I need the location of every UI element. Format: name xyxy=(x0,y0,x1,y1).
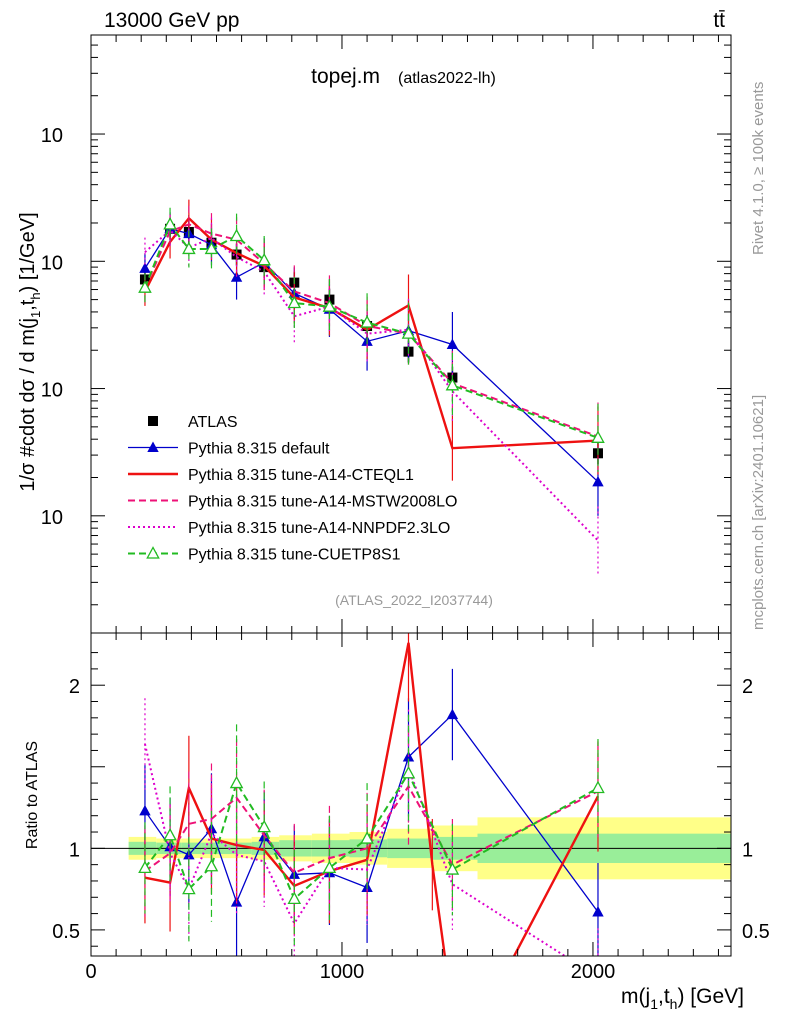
series-line-nnpdf xyxy=(144,229,599,542)
legend-label-cuetp: Pythia 8.315 tune-CUETP8S1 xyxy=(188,547,401,564)
legend-entry-cteql1: Pythia 8.315 tune-A14-CTEQL1 xyxy=(128,467,414,484)
legend-label-mstw: Pythia 8.315 tune-A14-MSTW2008LO xyxy=(188,494,457,511)
marker-cuetp xyxy=(322,299,337,312)
ratio-y-tick-label-left: 1 xyxy=(69,839,80,861)
legend: ATLAS Pythia 8.315 default Pythia 8.315 tu… xyxy=(128,414,457,564)
marker-cuetp xyxy=(401,326,416,339)
ratio-marker-default xyxy=(592,905,604,917)
marker-cuetp xyxy=(257,252,271,266)
ratio-marker-cuetp xyxy=(591,780,605,794)
legend-label-cteql1: Pythia 8.315 tune-A14-CTEQL1 xyxy=(188,467,414,484)
marker-cuetp xyxy=(591,430,605,443)
legend-entry-nnpdf: Pythia 8.315 tune-A14-NNPDF2.3LO xyxy=(128,520,450,537)
reference-label: (ATLAS_2022_I2037744) xyxy=(335,592,493,608)
main-series xyxy=(138,199,605,575)
ratio-marker-cuetp xyxy=(401,765,416,779)
ratio-y-axis-label: Ratio to ATLAS xyxy=(24,741,41,849)
marker-cuetp xyxy=(204,241,219,255)
ratio-series-mstw xyxy=(144,727,599,922)
ratio-marker-cuetp xyxy=(229,775,244,789)
legend-label-default: Pythia 8.315 default xyxy=(188,441,330,458)
marker-cuetp xyxy=(445,377,460,391)
ratio-line-cteql1 xyxy=(144,642,600,956)
legend-entry-cuetp: Pythia 8.315 tune-CUETP8S1 xyxy=(128,546,401,564)
ratio-series xyxy=(138,633,605,956)
ratio-marker-cuetp xyxy=(138,860,152,874)
rivet-version-label: Rivet 4.1.0, ≥ 100k events xyxy=(750,82,767,255)
ratio-line-default xyxy=(144,713,599,913)
main-y-tick-label: 10 xyxy=(41,507,63,529)
mcplots-source-label: mcplots.cern.ch [arXiv:2401.10621] xyxy=(750,395,767,630)
legend-marker-default xyxy=(147,441,159,452)
ratio-marker-cuetp xyxy=(257,819,271,833)
ratio-ticks: 0.5 0.5 1 1 2 2 0 1000 2000 xyxy=(52,633,770,983)
ratio-line-mstw xyxy=(144,784,599,875)
marker-cuetp xyxy=(138,280,152,293)
ratio-frame xyxy=(90,632,732,957)
main-y-tick-label: 10 xyxy=(41,380,63,402)
ratio-panel: 0.5 0.5 1 1 2 2 0 1000 2000 Ratio to ATLAS m(j1,… xyxy=(24,632,770,1012)
ratio-marker-default xyxy=(139,804,151,816)
legend-marker-cuetp xyxy=(146,546,160,559)
ratio-marker-cuetp xyxy=(204,858,219,872)
marker-default xyxy=(446,338,459,349)
ratio-marker-cuetp xyxy=(163,827,177,841)
ratio-y-tick-label-left: 0.5 xyxy=(52,921,80,943)
ratio-series-cuetp xyxy=(138,714,605,948)
ratio-y-tick-label-right: 1 xyxy=(742,839,753,861)
ratio-marker-cuetp xyxy=(287,891,302,905)
main-y-axis-label: 1/σ #cdot dσ / d m(j1,th) [1/GeV] xyxy=(17,212,43,491)
main-y-tick-label: 10 xyxy=(41,125,63,147)
legend-entry-atlas: ATLAS xyxy=(148,414,238,431)
x-axis-label: m(j1,th) [GeV] xyxy=(621,985,744,1012)
ratio-marker-cuetp xyxy=(360,831,374,844)
process-label: tt̄ xyxy=(713,9,725,32)
x-tick-label: 2000 xyxy=(571,961,616,983)
legend-entry-mstw: Pythia 8.315 tune-A14-MSTW2008LO xyxy=(128,494,457,511)
x-tick-label: 0 xyxy=(85,961,96,983)
energy-label: 13000 GeV pp xyxy=(104,9,239,32)
legend-label-nnpdf: Pythia 8.315 tune-A14-NNPDF2.3LO xyxy=(188,520,450,537)
x-tick-label: 1000 xyxy=(320,961,365,983)
legend-label-atlas: ATLAS xyxy=(188,414,238,431)
series-line-cuetp xyxy=(144,222,599,439)
marker-cuetp xyxy=(229,228,244,242)
marker-cuetp xyxy=(182,241,196,255)
ratio-y-tick-label-right: 2 xyxy=(742,676,753,698)
marker-cuetp xyxy=(163,217,177,230)
ratio-y-tick-label-right: 0.5 xyxy=(742,921,770,943)
ratio-marker-cuetp xyxy=(322,860,337,874)
marker-cuetp xyxy=(287,295,302,309)
ratio-marker-default xyxy=(446,708,459,720)
ratio-line-cuetp xyxy=(144,771,599,901)
marker-cuetp xyxy=(360,315,374,328)
ratio-y-tick-label-left: 2 xyxy=(69,676,80,698)
main-y-tick-label: 10 xyxy=(41,252,63,274)
series-cuetp xyxy=(138,207,605,472)
ratio-marker-cuetp xyxy=(182,881,196,895)
legend-marker-atlas xyxy=(148,416,158,426)
marker-default xyxy=(592,475,604,487)
plot-subtitle: (atlas2022-lh) xyxy=(398,70,496,87)
legend-entry-default: Pythia 8.315 default xyxy=(128,441,330,458)
marker-default xyxy=(139,262,151,273)
plot-title: topej.m xyxy=(311,65,380,88)
ratio-series-cteql1 xyxy=(144,633,600,956)
main-y-ticks: 10−210−310−410−5 xyxy=(41,34,731,633)
ratio-marker-cuetp xyxy=(445,862,460,875)
main-panel: topej.m (atlas2022-lh) (ATLAS_2022_I2037… xyxy=(17,34,732,634)
